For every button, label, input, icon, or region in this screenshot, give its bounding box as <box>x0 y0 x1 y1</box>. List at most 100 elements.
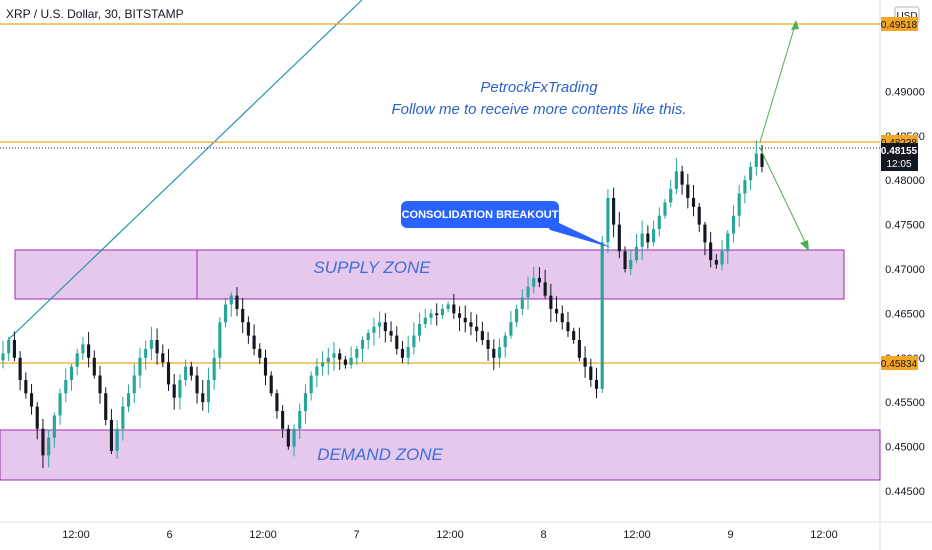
candle-body <box>680 171 684 185</box>
candle-body <box>298 411 302 429</box>
candle-body <box>218 322 222 358</box>
candle-body <box>201 393 205 403</box>
candle-body <box>161 353 165 363</box>
candle-body <box>549 295 553 309</box>
candle-body <box>612 197 616 225</box>
candle-body <box>69 366 74 380</box>
candle-body <box>258 348 262 358</box>
candle-body <box>286 428 290 447</box>
candle-body <box>343 359 347 365</box>
candle-body <box>634 246 639 261</box>
candle-body <box>657 215 661 230</box>
candle-body <box>686 184 690 198</box>
candle-body <box>663 202 667 216</box>
candle-body <box>64 379 68 394</box>
time-tick-label: 12:00 <box>249 529 277 541</box>
price-tick-label: 0.49000 <box>885 86 925 98</box>
time-tick-label: 7 <box>353 529 359 541</box>
price-tick-label: 0.48000 <box>885 175 925 187</box>
candle-body <box>252 335 256 349</box>
support-badge-label: 0.45834 <box>881 359 918 370</box>
candle-body <box>691 197 696 207</box>
candle-body <box>515 308 519 323</box>
symbol-title[interactable]: XRP / U.S. Dollar, 30, BITSTAMP <box>6 7 184 21</box>
time-tick-label: 12:00 <box>810 529 838 541</box>
candle-body <box>235 295 239 309</box>
candle-body <box>18 357 22 380</box>
candle-body <box>463 317 467 323</box>
candle-body <box>492 348 496 358</box>
candle-body <box>440 308 444 316</box>
candle-body <box>594 379 599 389</box>
candle-body <box>743 180 747 194</box>
candle-body <box>709 242 713 261</box>
price-tick-label: 0.45000 <box>885 442 925 454</box>
candle-body <box>486 340 490 349</box>
candle-body <box>383 322 387 332</box>
candle-body <box>526 286 530 298</box>
candle-body <box>281 411 285 429</box>
candle-body <box>87 344 91 358</box>
candle-body <box>372 326 376 333</box>
candle-body <box>589 366 593 380</box>
candle-body <box>532 277 536 287</box>
candle-body <box>41 428 45 456</box>
candle-body <box>457 313 462 318</box>
candle-body <box>52 415 56 438</box>
candle-body <box>754 153 758 167</box>
candle-body <box>606 197 610 243</box>
candle-body <box>81 344 85 354</box>
candle-body <box>577 340 581 358</box>
candle-body <box>543 282 547 296</box>
candle-body <box>720 251 724 265</box>
candle-body <box>537 277 542 283</box>
candle-body <box>246 322 250 336</box>
candle-body <box>115 428 119 451</box>
candle-body <box>429 313 433 318</box>
bullish-projection-arrowhead <box>791 20 799 30</box>
currency-button-label[interactable]: USD <box>896 11 917 22</box>
candle-body <box>554 308 559 314</box>
candle-body <box>104 393 108 420</box>
support-badge <box>881 356 918 370</box>
candle-body <box>623 251 627 269</box>
candle-body <box>35 406 39 429</box>
candle-body <box>714 260 718 265</box>
candle-body <box>760 153 764 167</box>
demand-zone <box>0 429 881 481</box>
candle-body <box>178 379 182 398</box>
bullish-projection-line <box>759 21 797 143</box>
candle-body <box>24 379 28 394</box>
candle-body <box>338 353 342 360</box>
candle-body <box>452 304 456 314</box>
candle-body <box>349 357 353 365</box>
price-tick-label: 0.46500 <box>885 308 925 320</box>
promo-tagline: Follow me to receive more contents like … <box>391 101 686 118</box>
bearish-projection-line <box>759 147 809 249</box>
candle-body <box>29 393 34 407</box>
candle-body <box>652 229 656 243</box>
time-tick-label: 12:00 <box>623 529 651 541</box>
candle-body <box>109 419 113 451</box>
candle-body <box>132 375 136 394</box>
candle-body <box>726 233 730 252</box>
candle-body <box>475 326 479 332</box>
candle-body <box>566 322 570 332</box>
time-tick-label: 8 <box>540 529 546 541</box>
candle-body <box>640 233 644 247</box>
candle-body <box>412 335 416 348</box>
candle-body <box>697 206 701 225</box>
candle-body <box>435 313 439 316</box>
breakout-callout-label: CONSOLIDATION BREAKOUT <box>402 209 559 221</box>
candle-body <box>195 375 199 394</box>
candle-body <box>646 233 650 243</box>
candle-body <box>166 362 171 385</box>
supply-zone-label: SUPPLY ZONE <box>313 258 431 277</box>
top-level-badge <box>881 17 918 31</box>
candle-body <box>1 353 5 361</box>
candle-body <box>98 375 102 394</box>
candle-body <box>446 304 450 309</box>
candle-body <box>423 317 427 325</box>
